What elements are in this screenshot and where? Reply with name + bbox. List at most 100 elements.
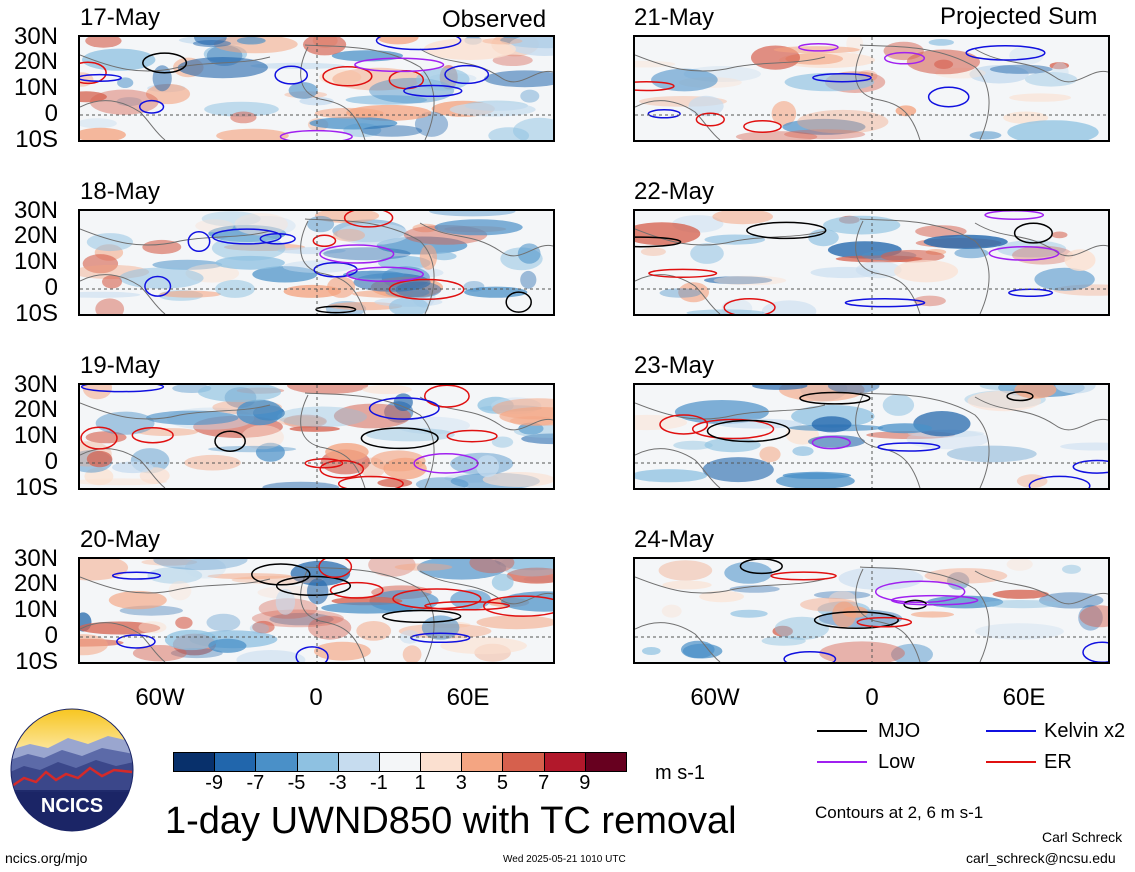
wind-anomaly-field: [518, 422, 544, 435]
wind-anomaly-field: [784, 72, 875, 92]
coastline-africa-west: [300, 46, 366, 140]
wave-contour: [259, 232, 296, 245]
wind-anomaly-field: [308, 615, 352, 640]
wind-anomaly-field: [702, 457, 774, 483]
wind-anomaly-field: [168, 581, 192, 601]
coastline-asia: [974, 48, 1108, 83]
wave-contour: [322, 66, 373, 87]
wind-anomaly-field: [415, 477, 469, 488]
wind-anomaly-field: [819, 641, 905, 662]
wind-anomaly-field: [370, 450, 426, 472]
colorbar-label: -1: [370, 772, 388, 794]
wind-anomaly-field: [95, 411, 155, 435]
map-panel-observed-20: [78, 557, 555, 664]
wind-anomaly-field: [402, 645, 422, 662]
colorbar-label: 7: [538, 772, 550, 794]
wave-contour: [360, 427, 439, 450]
author-email[interactable]: carl_schreck@ncsu.edu: [966, 850, 1116, 866]
legend-low-line: [817, 761, 867, 763]
wave-contour: [798, 42, 839, 52]
map-panel-projected-24: [633, 557, 1110, 664]
lat-label: 10N: [13, 248, 58, 275]
colorbar-swatch: [296, 752, 339, 772]
wind-anomaly-field: [469, 559, 515, 574]
panel-date-right-4: 24-May: [634, 526, 715, 553]
legend-mjo-line: [817, 730, 867, 732]
wind-anomaly-field: [275, 588, 296, 615]
coastline-africa-east: [304, 44, 435, 140]
coastline-central-america: [80, 54, 271, 72]
wind-anomaly-field: [112, 461, 154, 474]
wave-contour: [410, 632, 471, 644]
wave-contour: [319, 244, 395, 264]
wind-anomaly-field: [414, 111, 449, 137]
logo-text: NCICS: [41, 795, 103, 817]
lat-label: 0: [44, 100, 58, 127]
coastline-central-america: [635, 402, 826, 420]
wave-contour: [1072, 459, 1108, 474]
wind-anomaly-field: [85, 37, 122, 48]
wind-anomaly-field: [175, 616, 193, 629]
wind-anomaly-field: [80, 127, 126, 140]
wind-anomaly-field: [184, 559, 226, 579]
wind-anomaly-field: [80, 118, 117, 129]
panel-date-left-2: 18-May: [80, 178, 161, 205]
wind-anomaly-field: [923, 234, 1008, 249]
wind-anomaly-field: [810, 266, 880, 279]
wave-contour: [695, 112, 725, 127]
wave-contour: [312, 234, 337, 248]
wind-anomaly-field: [159, 290, 221, 298]
website-link[interactable]: ncics.org/mjo: [5, 850, 88, 866]
coastline-africa-west: [300, 220, 366, 314]
wind-anomaly-field: [823, 215, 901, 235]
legend-mjo-label: MJO: [878, 720, 921, 742]
wind-anomaly-field: [283, 284, 341, 298]
contours-note: Contours at 2, 6 m s-1: [815, 803, 984, 822]
lon-label: 0: [309, 684, 323, 711]
wind-anomaly-field: [520, 270, 537, 289]
colorbar-swatch: [337, 752, 380, 772]
lat-label: 0: [44, 622, 58, 649]
wind-anomaly-field: [915, 225, 967, 238]
wind-anomaly-field: [673, 440, 713, 450]
wind-anomaly-field: [138, 621, 167, 634]
ncics-logo: NCICS: [10, 708, 134, 832]
coastline-asia: [419, 222, 553, 257]
wave-contour: [337, 475, 404, 488]
wind-anomaly-field: [1014, 385, 1057, 399]
wind-anomaly-field: [86, 450, 113, 468]
lat-label: 10S: [15, 474, 58, 501]
wind-anomaly-field: [1060, 442, 1108, 451]
author-name: Carl Schreck: [1042, 829, 1123, 845]
coastline-central-america: [635, 54, 826, 72]
wind-anomaly-field: [681, 640, 715, 659]
wind-anomaly-field: [513, 117, 553, 140]
wind-anomaly-field: [201, 211, 261, 227]
wind-anomaly-field: [236, 399, 283, 426]
wind-anomaly-field: [132, 645, 187, 662]
lat-label: 20N: [13, 570, 58, 597]
timestamp: Wed 2025-05-21 1010 UTC: [503, 854, 626, 865]
wind-anomaly-field: [752, 385, 808, 390]
wind-anomaly-field: [761, 300, 817, 314]
wind-anomaly-field: [262, 481, 340, 488]
panel-date-left-1: 17-May: [80, 4, 161, 31]
wind-anomaly-field: [509, 37, 553, 56]
lat-label: 30N: [13, 23, 58, 50]
wave-contour: [80, 426, 118, 450]
wind-anomaly-field: [981, 600, 1062, 609]
coastline-africa-west: [855, 394, 921, 488]
wave-contour: [813, 611, 899, 630]
wind-anomaly-field: [170, 648, 223, 659]
colorbar-label: 1: [414, 772, 426, 794]
wind-anomaly-field: [659, 288, 702, 298]
map-panel-projected-22: [633, 209, 1110, 316]
wind-anomaly-field: [1055, 385, 1096, 394]
wind-anomaly-field: [782, 118, 866, 135]
wind-anomaly-field: [416, 559, 507, 580]
wind-anomaly-field: [1049, 62, 1069, 70]
wind-anomaly-field: [651, 68, 718, 92]
colorbar-swatch: [502, 752, 545, 772]
legend-kelvin-label: Kelvin x2: [1044, 720, 1126, 742]
wind-anomaly-field: [377, 37, 419, 45]
